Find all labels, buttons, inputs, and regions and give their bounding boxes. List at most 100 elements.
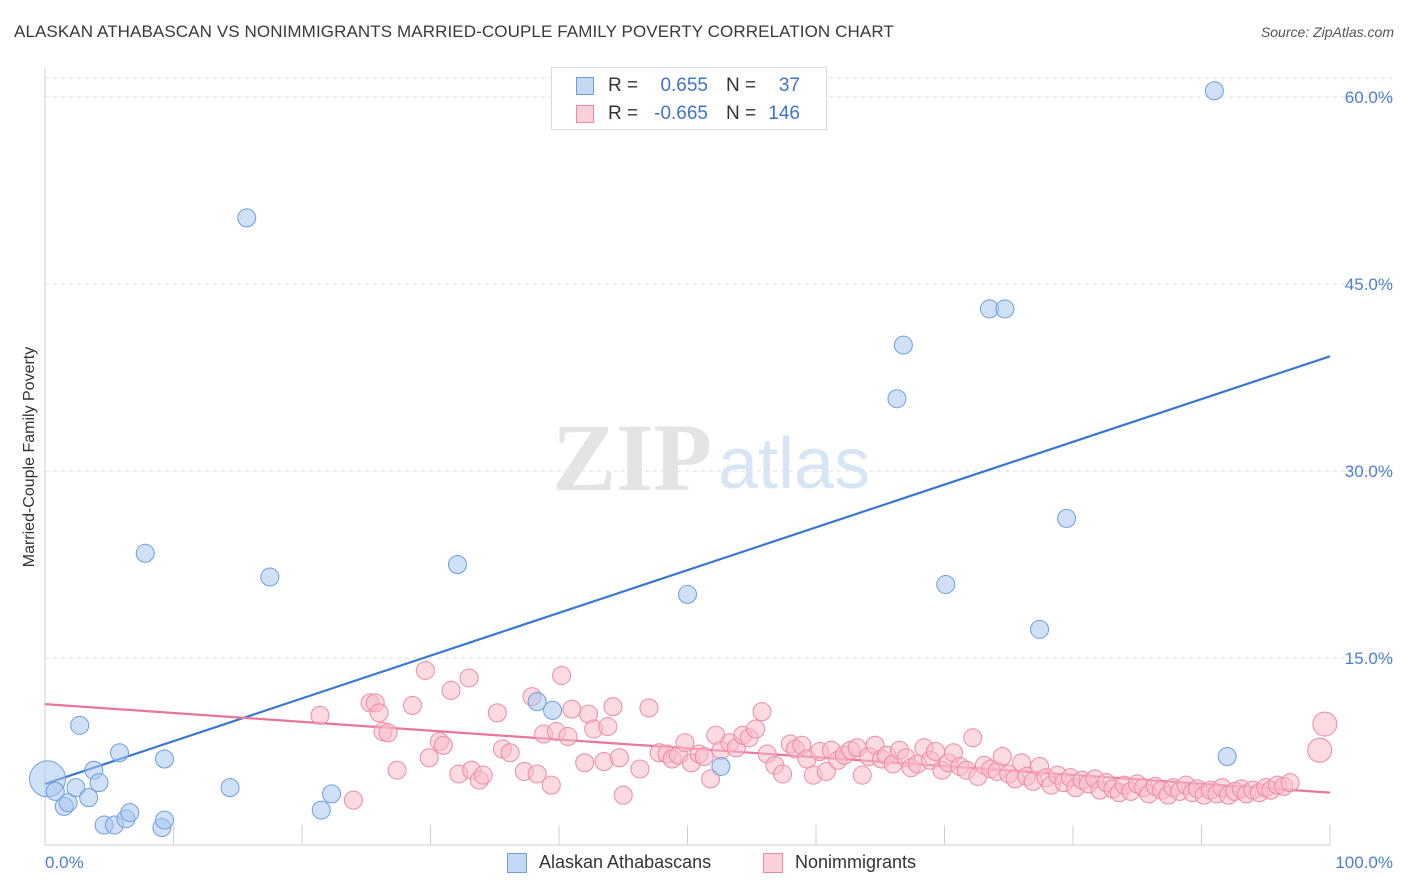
data-point bbox=[110, 743, 130, 763]
data-point bbox=[562, 699, 582, 719]
watermark: ZIP atlas bbox=[552, 404, 870, 511]
data-point bbox=[887, 389, 907, 409]
data-point bbox=[1312, 711, 1338, 737]
data-point bbox=[552, 665, 572, 685]
data-point bbox=[79, 788, 99, 808]
data-point bbox=[120, 803, 140, 823]
series-nonimmigrants bbox=[310, 660, 1338, 810]
data-point bbox=[369, 703, 389, 723]
data-point bbox=[936, 574, 956, 594]
data-point bbox=[675, 733, 695, 753]
data-point bbox=[1030, 619, 1050, 639]
series-athabascan bbox=[29, 81, 1237, 838]
data-point bbox=[694, 746, 714, 766]
data-point bbox=[155, 749, 175, 769]
data-point bbox=[963, 728, 983, 748]
y-tick-label: 45.0% bbox=[1345, 275, 1393, 294]
series-legend-label: Alaskan Athabascans bbox=[539, 852, 712, 872]
chart-title: ALASKAN ATHABASCAN VS NONIMMIGRANTS MARR… bbox=[14, 22, 894, 41]
data-points bbox=[29, 81, 1338, 838]
data-point bbox=[603, 697, 623, 717]
legend-r-label: R = bbox=[608, 75, 639, 96]
tick-labels: 15.0% 30.0% 45.0% 60.0% 0.0% 100.0% Married-Co… bbox=[21, 88, 1393, 872]
data-point bbox=[66, 778, 86, 798]
data-point bbox=[1204, 81, 1224, 101]
data-point bbox=[310, 705, 330, 725]
data-point bbox=[447, 555, 467, 574]
y-tick-label: 60.0% bbox=[1345, 88, 1393, 107]
data-point bbox=[343, 790, 363, 810]
data-point bbox=[89, 773, 109, 793]
data-point bbox=[500, 743, 520, 763]
data-point bbox=[58, 793, 78, 813]
series-legend-label: Nonimmigrants bbox=[795, 852, 917, 872]
data-point bbox=[1280, 773, 1300, 793]
trend-line-athabascan bbox=[44, 355, 1331, 785]
data-point bbox=[155, 810, 175, 830]
y-tick-label: 15.0% bbox=[1345, 649, 1393, 668]
series-legend-nonimmigrants: Nonimmigrants bbox=[763, 852, 916, 873]
legend-n-value: 146 bbox=[768, 103, 800, 124]
data-point bbox=[1217, 746, 1237, 766]
data-point bbox=[220, 778, 240, 798]
data-point bbox=[237, 208, 257, 228]
data-point bbox=[260, 567, 280, 587]
data-point bbox=[403, 695, 423, 715]
watermark-zip: ZIP bbox=[552, 404, 712, 511]
data-point bbox=[135, 543, 155, 563]
legend-n-label: N = bbox=[726, 75, 757, 96]
legend-n-value: 37 bbox=[778, 75, 800, 96]
data-point bbox=[378, 723, 398, 743]
data-point bbox=[558, 727, 578, 747]
data-point bbox=[527, 764, 547, 784]
data-point bbox=[575, 753, 595, 773]
legend-swatch-nonimmigrants bbox=[576, 105, 594, 123]
gridlines bbox=[45, 77, 1392, 659]
y-axis-title: Married-Couple Family Poverty bbox=[21, 347, 38, 568]
data-point bbox=[473, 765, 493, 785]
data-point bbox=[701, 769, 721, 789]
axes bbox=[44, 68, 1331, 846]
data-point bbox=[613, 785, 633, 805]
x-tick-label: 100.0% bbox=[1335, 853, 1393, 872]
data-point bbox=[630, 759, 650, 779]
series-legend: Alaskan Athabascans Nonimmigrants bbox=[0, 852, 1406, 878]
data-point bbox=[816, 761, 836, 781]
data-point bbox=[609, 748, 629, 768]
data-point bbox=[1057, 508, 1077, 528]
data-point bbox=[311, 800, 331, 820]
data-point bbox=[387, 760, 407, 780]
data-point bbox=[433, 735, 453, 755]
watermark-atlas: atlas bbox=[718, 424, 870, 504]
data-point bbox=[992, 746, 1012, 766]
data-point bbox=[415, 660, 435, 680]
data-point bbox=[527, 692, 547, 712]
data-point bbox=[893, 335, 913, 355]
chart-source: Source: ZipAtlas.com bbox=[1260, 24, 1394, 40]
data-point bbox=[487, 703, 507, 723]
data-point bbox=[1307, 737, 1333, 763]
legend-r-label: R = bbox=[608, 103, 639, 124]
data-point bbox=[995, 299, 1015, 319]
data-point bbox=[711, 756, 731, 776]
data-point bbox=[45, 781, 65, 801]
series-legend-athabascan: Alaskan Athabascans bbox=[507, 852, 711, 873]
legend-n-label: N = bbox=[726, 103, 757, 124]
data-point bbox=[459, 668, 479, 688]
data-point bbox=[752, 702, 772, 722]
data-point bbox=[419, 748, 439, 768]
data-point bbox=[598, 717, 618, 737]
data-point bbox=[746, 719, 766, 739]
legend-swatch-athabascan bbox=[576, 77, 594, 95]
data-point bbox=[543, 700, 563, 720]
y-tick-label: 30.0% bbox=[1345, 462, 1393, 481]
data-point bbox=[70, 715, 90, 735]
legend-r-value: 0.655 bbox=[660, 75, 708, 96]
data-point bbox=[678, 584, 697, 604]
legend-row-athabascan: R = 0.655 N = 37 bbox=[576, 73, 800, 99]
data-point bbox=[773, 764, 793, 784]
stats-legend: R = 0.655 N = 37 R = -0.665 N = 146 bbox=[551, 67, 827, 130]
data-point bbox=[639, 698, 659, 718]
legend-r-value: -0.665 bbox=[654, 103, 708, 124]
